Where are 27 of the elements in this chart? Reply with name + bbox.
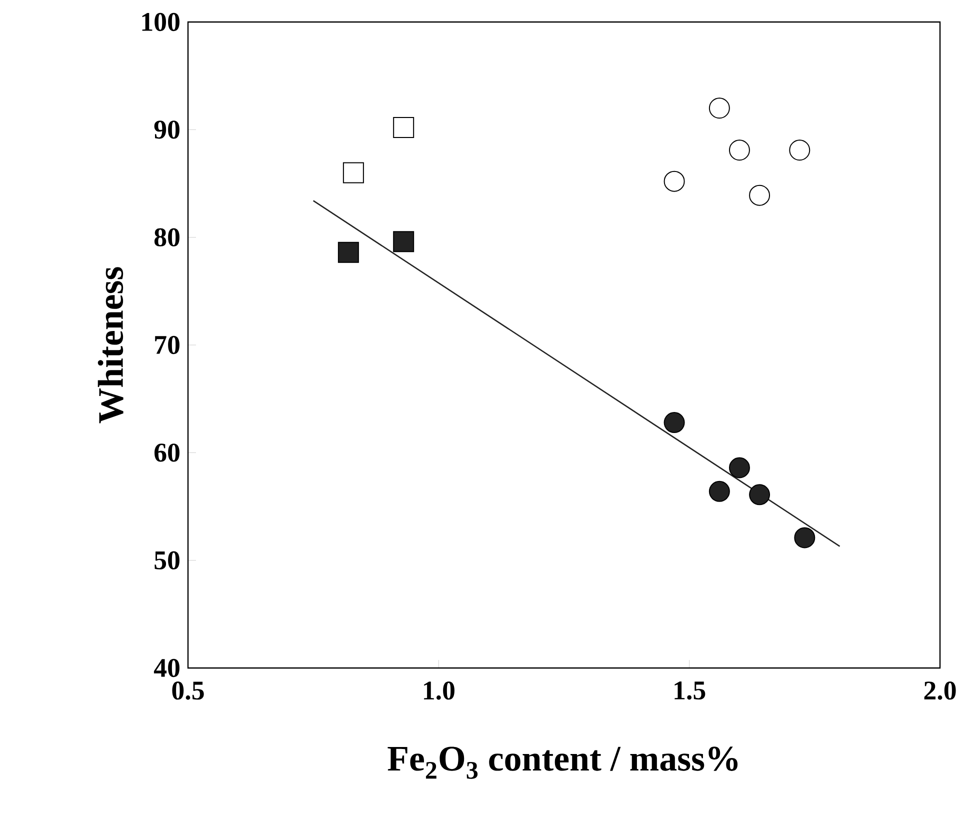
point <box>664 412 685 434</box>
point <box>664 170 685 192</box>
point <box>749 484 770 506</box>
point <box>728 140 750 161</box>
y-tick-label: 70 <box>155 336 180 354</box>
x-axis-title: Fe$_{2}$O$_{3}$ content / mass% <box>388 746 738 779</box>
point <box>338 242 359 263</box>
x-tick-label: 0.5 <box>172 682 204 700</box>
x-tick-label: 2.0 <box>924 682 956 700</box>
y-axis-title: Whiteness <box>98 267 124 424</box>
x-tick-label: 1.5 <box>674 682 706 700</box>
point <box>789 140 810 161</box>
y-tick-label: 40 <box>154 658 180 678</box>
point <box>749 184 770 206</box>
y-tick-label: 50 <box>154 551 180 570</box>
point <box>708 480 730 502</box>
y-tick-label: 100 <box>142 12 180 32</box>
y-tick-label: 90 <box>154 120 180 139</box>
y-tick-label: 80 <box>154 228 180 246</box>
point <box>794 527 816 548</box>
point <box>393 231 414 252</box>
x-tick-label: 1.0 <box>424 682 454 700</box>
y-tick-label: 60 <box>154 444 180 462</box>
point <box>393 117 414 138</box>
point <box>342 162 364 184</box>
point <box>728 457 750 478</box>
point <box>708 98 730 119</box>
